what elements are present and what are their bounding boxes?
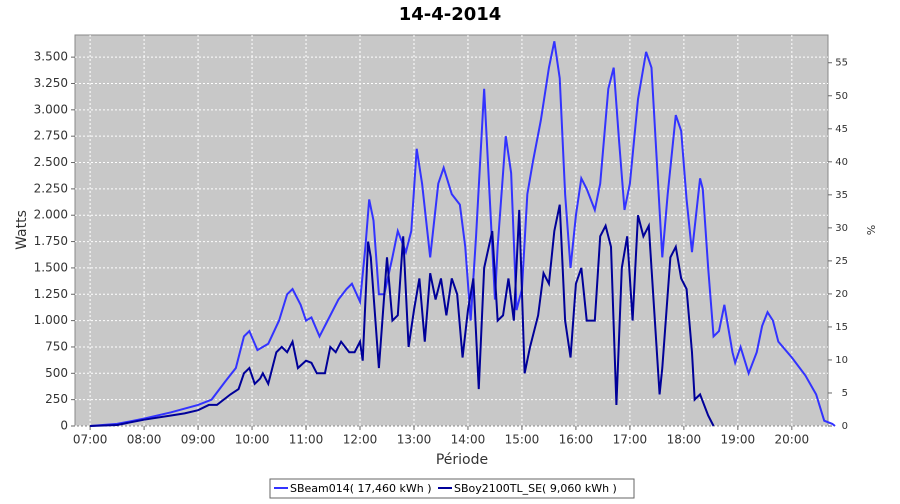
x-tick-label: 11:00 — [289, 433, 324, 447]
y-tick-label: 1.250 — [34, 287, 68, 301]
y2-axis-label: % — [865, 225, 878, 235]
x-tick-label: 14:00 — [451, 433, 486, 447]
y2-tick-label: 10 — [835, 355, 848, 366]
y-tick-label: 2.000 — [34, 208, 68, 222]
y-tick-label: 2.500 — [34, 155, 68, 169]
x-tick-label: 19:00 — [721, 433, 756, 447]
y2-tick-label: 45 — [835, 124, 848, 135]
y-tick-label: 250 — [45, 392, 68, 406]
y-tick-label: 2.250 — [34, 181, 68, 195]
y2-tick-label: 55 — [835, 58, 848, 69]
x-tick-label: 15:00 — [505, 433, 540, 447]
y2-tick-label: 25 — [835, 256, 848, 267]
x-tick-label: 20:00 — [775, 433, 810, 447]
y-tick-label: 3.000 — [34, 102, 68, 116]
y2-tick-label: 0 — [842, 421, 848, 432]
x-tick-label: 18:00 — [667, 433, 702, 447]
y2-tick-label: 50 — [835, 91, 848, 102]
x-tick-label: 13:00 — [397, 433, 432, 447]
y-tick-label: 3.250 — [34, 76, 68, 90]
y-tick-label: 1.500 — [34, 260, 68, 274]
x-tick-label: 09:00 — [181, 433, 216, 447]
y2-tick-label: 40 — [835, 157, 848, 168]
y-tick-label: 1.000 — [34, 313, 68, 327]
x-axis-label: Période — [436, 452, 488, 468]
chart-title: 14-4-2014 — [399, 4, 502, 25]
y2-tick-label: 35 — [835, 190, 848, 201]
y-tick-label: 500 — [45, 366, 68, 380]
plot-area — [74, 34, 829, 427]
y-tick-label: 3.500 — [34, 50, 68, 64]
x-tick-label: 16:00 — [559, 433, 594, 447]
y-axis-label: Watts — [14, 210, 30, 250]
y2-tick-label: 20 — [835, 289, 848, 300]
y2-tick-label: 5 — [842, 388, 848, 399]
y2-tick-label: 15 — [835, 322, 848, 333]
y-tick-label: 750 — [45, 339, 68, 353]
x-tick-label: 10:00 — [235, 433, 270, 447]
y2-tick-label: 30 — [835, 223, 848, 234]
series-line — [90, 204, 715, 427]
series-line — [90, 41, 836, 427]
y-tick-label: 0 — [60, 419, 68, 433]
legend-label: SBeam014( 17,460 kWh ) — [290, 482, 432, 495]
x-tick-label: 12:00 — [343, 433, 378, 447]
x-tick-label: 08:00 — [127, 433, 162, 447]
y-tick-label: 1.750 — [34, 234, 68, 248]
x-tick-label: 17:00 — [613, 433, 648, 447]
x-tick-label: 07:00 — [73, 433, 108, 447]
legend-label: SBoy2100TL_SE( 9,060 kWh ) — [454, 482, 617, 495]
y-tick-label: 2.750 — [34, 129, 68, 143]
